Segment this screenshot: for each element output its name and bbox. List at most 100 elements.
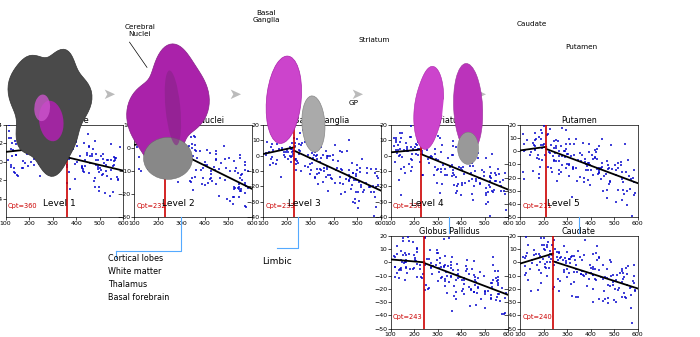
Point (92, 162, 104, 168)
Point (622, 158, 634, 163)
Point (83, 144, 94, 149)
Point (145, 156, 156, 161)
Point (300, 163, 311, 168)
Point (590, 147, 601, 152)
Point (136, 137, 148, 143)
Point (492, 278, 503, 283)
Point (311, 152, 322, 157)
Point (484, 173, 495, 179)
Point (101, 168, 112, 173)
Point (160, 146, 171, 151)
Point (188, 187, 199, 193)
Point (519, 147, 530, 153)
Point (393, 267, 405, 273)
Point (228, 158, 239, 164)
Point (558, 244, 569, 249)
Point (548, 157, 559, 162)
Point (541, 132, 552, 137)
Point (478, 170, 489, 175)
Point (239, 183, 251, 188)
Point (414, 140, 425, 145)
Point (617, 266, 628, 271)
Point (148, 132, 160, 138)
Point (412, 261, 423, 267)
Point (446, 265, 457, 270)
Point (321, 174, 332, 179)
Point (206, 179, 218, 184)
Point (94, 165, 105, 171)
Point (578, 179, 589, 185)
Point (460, 269, 471, 274)
Point (40, 156, 51, 161)
Point (413, 146, 424, 152)
Point (232, 185, 244, 191)
Point (236, 186, 247, 192)
Point (552, 257, 564, 263)
Point (6, 162, 17, 168)
Point (598, 174, 610, 179)
Point (627, 175, 638, 181)
Point (146, 121, 158, 126)
Point (114, 145, 125, 150)
Point (545, 251, 556, 256)
Point (536, 280, 547, 286)
Point (288, 135, 300, 141)
Point (421, 257, 433, 262)
Point (162, 143, 174, 148)
Point (330, 167, 342, 173)
Text: Cpt=243: Cpt=243 (393, 314, 423, 320)
Point (455, 151, 466, 157)
Point (530, 147, 541, 153)
Point (142, 158, 153, 163)
Point (586, 265, 597, 270)
Point (344, 137, 355, 143)
Point (234, 152, 246, 157)
Point (463, 271, 474, 276)
Point (239, 203, 251, 208)
Point (586, 167, 597, 173)
PathPatch shape (414, 66, 444, 149)
Point (451, 272, 462, 277)
Point (55, 134, 66, 139)
Point (109, 157, 120, 163)
Point (601, 267, 612, 272)
Point (400, 260, 411, 265)
Point (426, 155, 437, 160)
Point (237, 177, 248, 183)
Point (435, 275, 447, 281)
Point (528, 141, 539, 146)
Point (134, 125, 146, 131)
Point (545, 256, 557, 261)
Point (232, 171, 243, 176)
Point (134, 128, 146, 133)
Point (5, 164, 16, 170)
Point (594, 297, 605, 302)
Point (433, 269, 444, 275)
Point (532, 152, 543, 157)
Point (266, 154, 277, 160)
Point (612, 272, 623, 277)
Point (466, 191, 477, 196)
Point (398, 260, 409, 266)
Point (472, 291, 483, 296)
Point (500, 171, 511, 176)
Point (395, 268, 407, 273)
Point (448, 172, 459, 178)
Point (424, 247, 435, 253)
Point (400, 250, 411, 256)
Point (197, 165, 209, 171)
Point (184, 128, 195, 133)
Point (395, 192, 406, 197)
Point (565, 153, 576, 159)
Point (110, 155, 121, 160)
Point (447, 168, 458, 173)
Point (52, 135, 64, 141)
Point (368, 189, 379, 194)
Point (108, 189, 119, 195)
Point (409, 252, 420, 257)
Point (64, 156, 75, 162)
Point (535, 127, 546, 132)
Point (189, 135, 200, 140)
Point (519, 176, 530, 182)
Point (241, 204, 252, 210)
